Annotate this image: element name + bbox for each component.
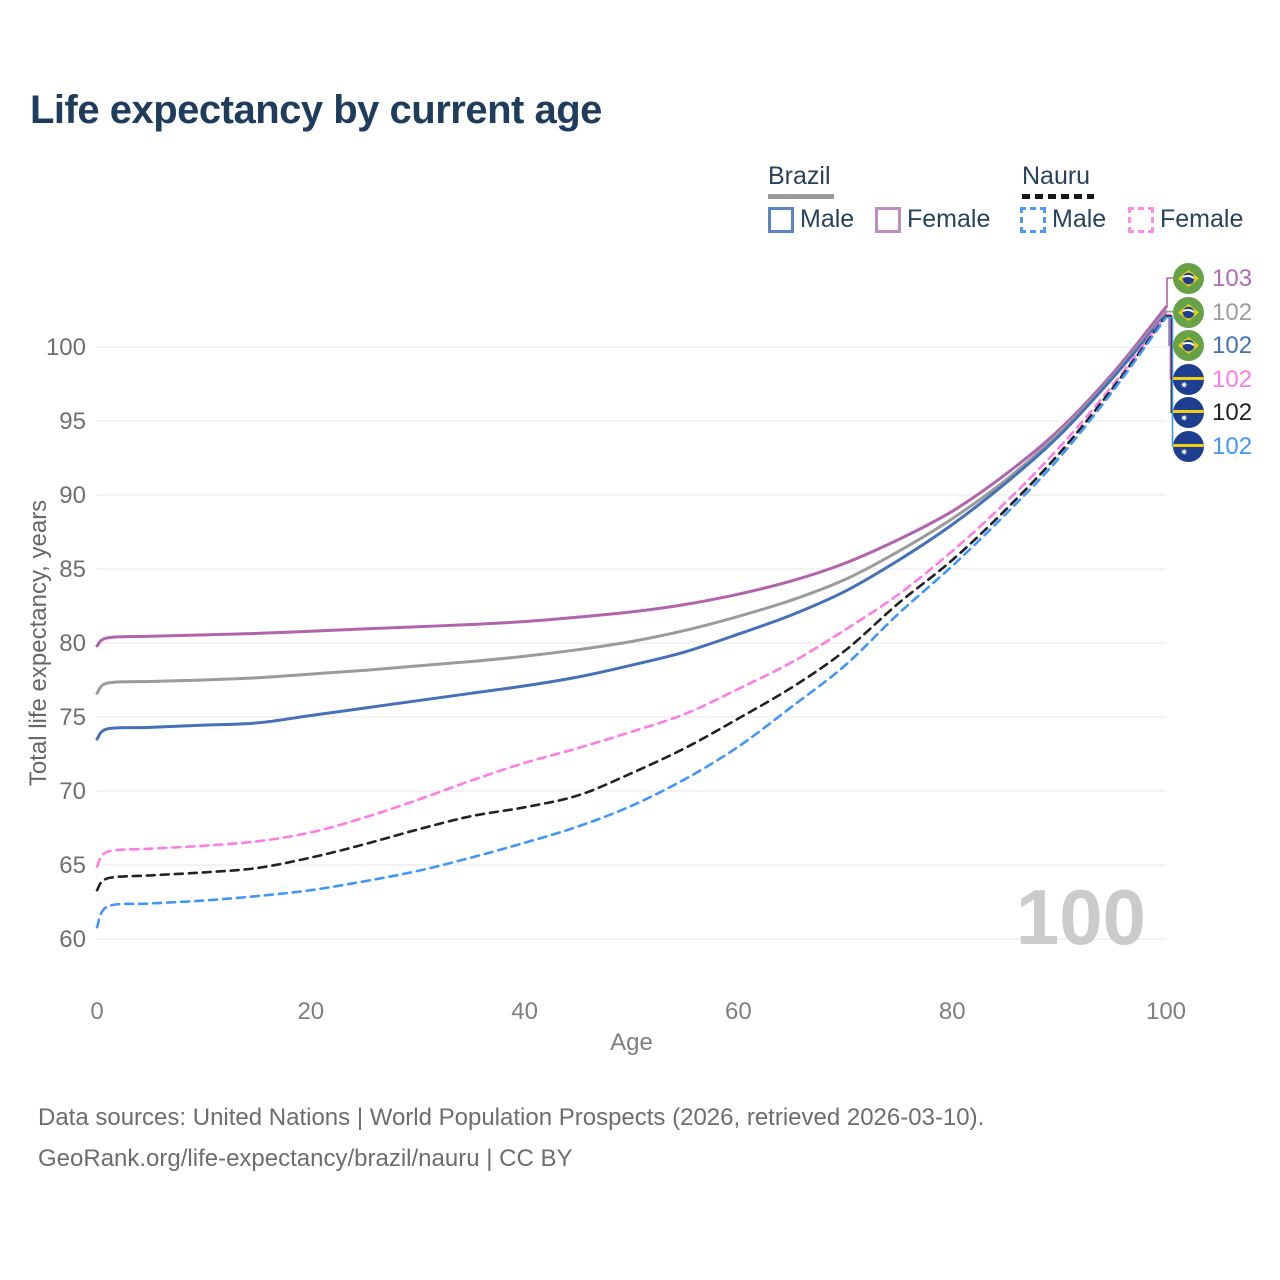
series-line-brazil-female[interactable]: [95, 305, 1168, 648]
end-value-label: 103: [1212, 264, 1253, 292]
legend-country-nauru[interactable]: Nauru: [1022, 162, 1094, 199]
legend-swatch-nauru-female: [1128, 206, 1154, 233]
legend-item-nauru-male[interactable]: Male: [1020, 205, 1106, 234]
legend-item-brazil-female[interactable]: Female: [875, 205, 990, 234]
legend-swatch-brazil-female: [875, 206, 901, 233]
end-value-label: 102: [1212, 298, 1253, 326]
y-tick-label-75: 75: [59, 704, 86, 731]
y-tick-label-85: 85: [59, 556, 86, 583]
legend-brazil-underline: [768, 194, 834, 199]
x-tick-label-40: 40: [511, 998, 538, 1025]
legend-item-brazil-male[interactable]: Male: [768, 205, 854, 234]
end-label-row: 102: [1173, 296, 1252, 329]
footer-attribution-line: GeoRank.org/life-expectancy/brazil/nauru…: [38, 1145, 573, 1172]
x-tick-label-20: 20: [297, 998, 324, 1025]
legend-item-label: Male: [1052, 205, 1107, 233]
series-line-brazil-male[interactable]: [95, 312, 1168, 741]
end-value-label: 102: [1212, 432, 1253, 460]
footer: Data sources: United Nations | World Pop…: [38, 1097, 984, 1179]
watermark-current-age: 100: [1016, 873, 1146, 961]
legend-country-nauru-label: Nauru: [1022, 162, 1091, 190]
legend-swatch-nauru-male: [1020, 206, 1046, 233]
legend-swatch-brazil-male: [768, 206, 794, 233]
legend-item-label: Female: [1160, 205, 1244, 233]
end-label-row: 102: [1173, 396, 1252, 429]
legend-item-label: Female: [907, 205, 991, 233]
end-label-row: 102: [1173, 430, 1252, 463]
end-value-label: 102: [1212, 398, 1253, 426]
y-tick-label-70: 70: [59, 778, 86, 805]
end-label-row: 103: [1173, 262, 1252, 295]
x-axis-title: Age: [610, 1029, 653, 1056]
legend-item-nauru-female[interactable]: Female: [1128, 205, 1243, 234]
nauru-flag-icon: [1173, 397, 1204, 428]
series-line-nauru-male[interactable]: [95, 316, 1168, 929]
x-tick-label-100: 100: [1146, 998, 1186, 1025]
x-tick-label-0: 0: [90, 998, 103, 1025]
footer-sources-line: Data sources: United Nations | World Pop…: [38, 1104, 985, 1131]
y-tick-label-80: 80: [59, 630, 86, 657]
series-line-nauru-total[interactable]: [95, 314, 1168, 892]
legend-country-brazil-label: Brazil: [768, 162, 831, 190]
end-label-row: 102: [1173, 329, 1252, 362]
nauru-flag-icon: [1173, 364, 1204, 395]
y-tick-label-65: 65: [59, 852, 86, 879]
leader-line-brazil-female: [1166, 277, 1174, 308]
brazil-flag-icon: [1173, 297, 1204, 328]
y-tick-label-60: 60: [59, 926, 86, 953]
nauru-flag-icon: [1173, 431, 1204, 462]
page-title: Life expectancy by current age: [30, 88, 602, 132]
end-value-label: 102: [1212, 365, 1253, 393]
y-tick-label-90: 90: [59, 482, 86, 509]
brazil-flag-icon: [1173, 330, 1204, 361]
end-value-label: 102: [1212, 331, 1253, 359]
x-tick-label-80: 80: [939, 998, 966, 1025]
legend-nauru-underline: [1022, 194, 1094, 199]
y-tick-label-95: 95: [59, 408, 86, 435]
legend-item-label: Male: [800, 205, 855, 233]
series-line-nauru-female[interactable]: [95, 313, 1168, 868]
series-line-brazil-total[interactable]: [95, 310, 1168, 695]
legend-country-brazil[interactable]: Brazil: [768, 162, 834, 199]
brazil-flag-icon: [1173, 263, 1204, 294]
y-tick-label-100: 100: [46, 334, 86, 361]
y-axis-title: Total life expectancy, years: [25, 500, 52, 786]
end-label-row: 102: [1173, 363, 1252, 396]
x-tick-label-60: 60: [725, 998, 752, 1025]
